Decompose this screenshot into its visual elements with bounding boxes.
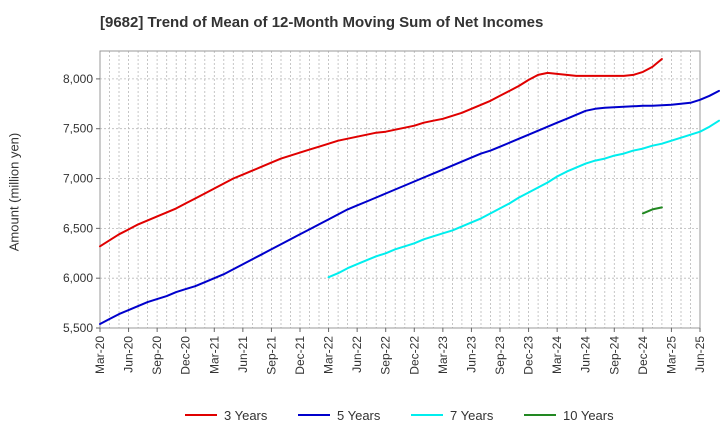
x-tick-label: Sep-21 <box>264 336 278 375</box>
x-tick-label: Dec-22 <box>407 336 421 375</box>
series-line-10-years <box>641 206 663 215</box>
x-tick-label: Sep-23 <box>493 336 507 375</box>
legend-item-7-years: 7 Years <box>411 408 494 423</box>
x-tick-label: Sep-22 <box>379 336 393 375</box>
x-tick-label: Mar-24 <box>550 336 564 374</box>
x-tick-label: Jun-22 <box>350 336 364 373</box>
y-tick-label: 7,500 <box>63 122 93 136</box>
plot-frame <box>99 50 701 329</box>
legend: 3 Years 5 Years 7 Years 10 Years <box>185 408 614 423</box>
x-tick-label: Dec-20 <box>179 336 193 375</box>
grid-lines <box>100 51 700 329</box>
x-tick-label: Mar-20 <box>93 336 107 374</box>
y-axis-ticks: 5,500 6,000 6,500 7,000 7,500 8,000 <box>63 72 100 335</box>
x-tick-label: Dec-24 <box>636 336 650 375</box>
legend-item-3-years: 3 Years <box>185 408 268 423</box>
x-tick-label: Jun-20 <box>122 336 136 373</box>
legend-item-10-years: 10 Years <box>524 408 614 423</box>
x-tick-label: Jun-25 <box>693 336 707 373</box>
x-tick-label: Mar-25 <box>664 336 678 374</box>
x-tick-label: Dec-21 <box>293 336 307 375</box>
series-line-7-years <box>327 119 720 279</box>
series-lines <box>99 58 720 325</box>
x-tick-label: Sep-24 <box>607 336 621 375</box>
series-line-3-years <box>99 58 663 248</box>
x-tick-label: Mar-21 <box>207 336 221 374</box>
y-tick-label: 5,500 <box>63 321 93 335</box>
series-line-5-years <box>99 89 720 325</box>
chart-title: [9682] Trend of Mean of 12-Month Moving … <box>100 14 544 31</box>
x-tick-label: Jun-23 <box>464 336 478 373</box>
x-tick-label: Jun-24 <box>579 336 593 373</box>
y-tick-label: 6,500 <box>63 221 93 235</box>
legend-item-5-years: 5 Years <box>298 408 381 423</box>
y-tick-label: 8,000 <box>63 72 93 86</box>
y-tick-label: 7,000 <box>63 172 93 186</box>
x-tick-label: Mar-22 <box>322 336 336 374</box>
x-tick-label: Jun-21 <box>236 336 250 373</box>
legend-label: 7 Years <box>450 408 494 423</box>
legend-label: 5 Years <box>337 408 381 423</box>
x-tick-label: Mar-23 <box>436 336 450 374</box>
x-tick-label: Dec-23 <box>522 336 536 375</box>
legend-label: 10 Years <box>563 408 614 423</box>
legend-label: 3 Years <box>224 408 268 423</box>
x-tick-label: Sep-20 <box>150 336 164 375</box>
x-axis-ticks: Mar-20 Jun-20 Sep-20 Dec-20 Mar-21 Jun-21 Sep-… <box>93 328 707 375</box>
y-tick-label: 6,000 <box>63 271 93 285</box>
